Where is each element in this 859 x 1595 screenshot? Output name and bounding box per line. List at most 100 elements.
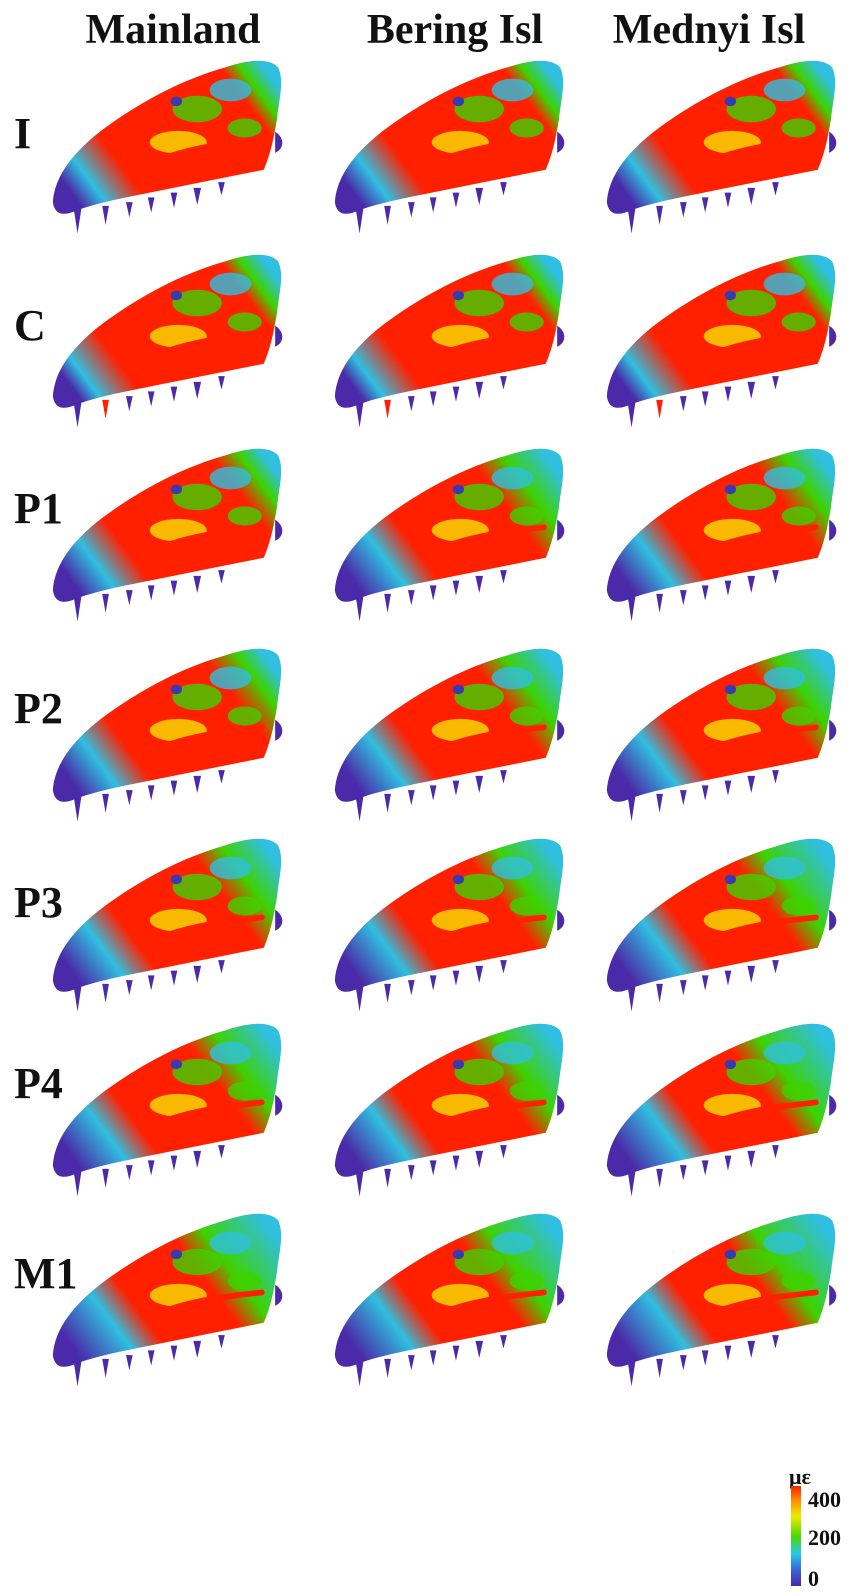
occipital-condyle (275, 1094, 283, 1116)
strain-patch (726, 1248, 776, 1276)
strain-patch (209, 856, 252, 880)
tooth (218, 1335, 225, 1349)
tooth (73, 208, 82, 234)
strain-patch (763, 272, 806, 296)
tooth (218, 376, 225, 390)
tooth (384, 399, 391, 419)
strain-patch (172, 1058, 222, 1086)
tooth (475, 1340, 484, 1358)
strain-patch (209, 1041, 252, 1065)
tooth (724, 386, 732, 402)
tooth (102, 399, 109, 419)
tooth (102, 983, 109, 1003)
tooth (701, 975, 709, 991)
strain-patch (491, 466, 534, 490)
zygomatic-arch (719, 1099, 819, 1123)
strain-patch (227, 312, 262, 332)
tooth (724, 192, 732, 208)
occipital-condyle (557, 325, 565, 347)
tooth (772, 1145, 779, 1159)
tooth (656, 1168, 663, 1188)
strain-patch (491, 1041, 534, 1065)
tooth (429, 585, 437, 601)
zygomatic-arch (719, 914, 819, 938)
row-label-m1: M1 (14, 1249, 78, 1298)
occipital-condyle (275, 719, 283, 741)
tooth (218, 770, 225, 784)
zygomatic-arch (447, 136, 547, 160)
occipital-condyle (829, 909, 837, 931)
tooth (656, 983, 663, 1003)
tooth (680, 396, 687, 412)
strain-patch (763, 856, 806, 880)
tooth (656, 205, 663, 225)
tooth (126, 396, 133, 412)
skull-strain-map-p1-bering-isl (334, 448, 565, 622)
strain-patch (763, 1231, 806, 1255)
skull-strain-map-p1-mednyi-isl (606, 448, 837, 622)
tooth (452, 780, 460, 796)
tooth (384, 1168, 391, 1188)
tooth (408, 980, 415, 996)
zygomatic-arch (447, 724, 547, 748)
tooth (355, 1171, 364, 1197)
skull-strain-map-p2-bering-isl (334, 648, 565, 822)
tooth (772, 376, 779, 390)
strain-patch (454, 483, 504, 511)
tooth (126, 980, 133, 996)
zygomatic-arch (719, 330, 819, 354)
orbit-hole (452, 874, 465, 885)
tooth (147, 785, 155, 801)
tooth (772, 570, 779, 584)
tooth (701, 1350, 709, 1366)
tooth (627, 402, 636, 428)
strain-patch (726, 289, 776, 317)
tooth (500, 960, 507, 974)
skull-strain-map-p1-mainland (52, 448, 283, 622)
tooth (73, 986, 82, 1012)
strain-patch (726, 483, 776, 511)
skull-strain-map-p3-mainland (52, 838, 283, 1012)
orbit-hole (452, 1059, 465, 1070)
tooth (147, 585, 155, 601)
tooth (452, 1155, 460, 1171)
tooth (656, 593, 663, 613)
tooth (408, 202, 415, 218)
orbit-hole (170, 874, 183, 885)
tooth (500, 570, 507, 584)
tooth (452, 970, 460, 986)
occipital-condyle (557, 719, 565, 741)
tooth (408, 396, 415, 412)
tooth (170, 970, 178, 986)
strain-patch (209, 466, 252, 490)
tooth (102, 1168, 109, 1188)
tooth (193, 1150, 202, 1168)
strain-patch (227, 1081, 262, 1101)
skull-strain-map-c-mednyi-isl (606, 254, 837, 428)
strain-patch (763, 666, 806, 690)
skull-strain-map-i-mainland (52, 60, 283, 234)
tooth (475, 965, 484, 983)
strain-patch (454, 1248, 504, 1276)
occipital-condyle (829, 519, 837, 541)
tooth (126, 790, 133, 806)
strain-patch (227, 1271, 262, 1291)
tooth (627, 596, 636, 622)
tooth (218, 960, 225, 974)
tooth (193, 381, 202, 399)
tooth (126, 1355, 133, 1371)
strain-patch (172, 683, 222, 711)
tooth (193, 1340, 202, 1358)
tooth (170, 1155, 178, 1171)
zygomatic-arch (165, 1099, 265, 1123)
tooth (724, 970, 732, 986)
strain-patch (227, 506, 262, 526)
strain-patch (781, 118, 816, 138)
orbit-hole (170, 290, 183, 301)
tooth (73, 596, 82, 622)
strain-patch (172, 1248, 222, 1276)
tooth (627, 986, 636, 1012)
strain-patch (509, 312, 544, 332)
skull-strain-map-p2-mednyi-isl (606, 648, 837, 822)
tooth (126, 1165, 133, 1181)
